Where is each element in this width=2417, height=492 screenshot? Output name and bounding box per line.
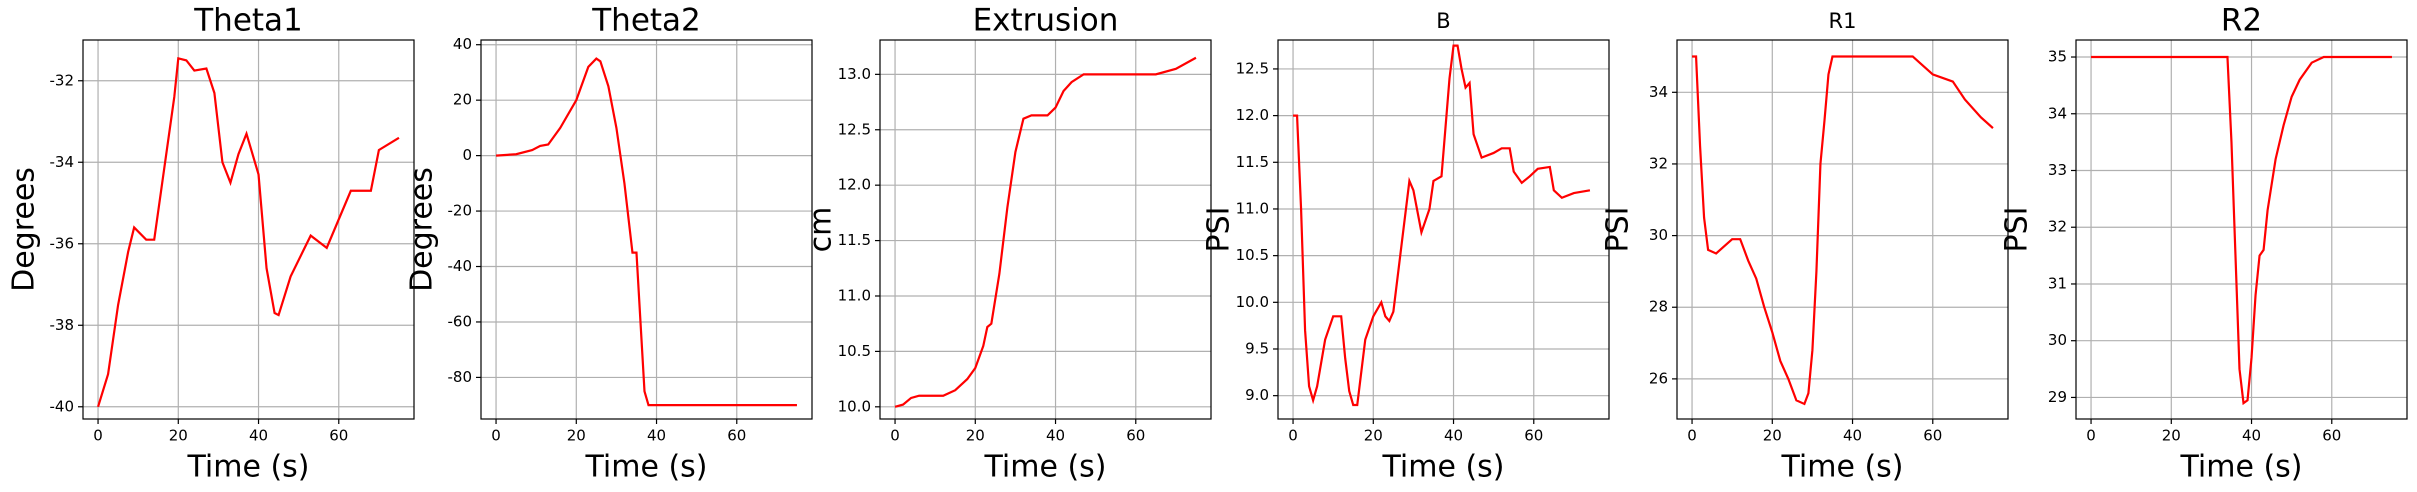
y-tick-label: 31 <box>2048 274 2067 292</box>
y-tick-label: 11.5 <box>838 231 871 249</box>
x-tick-label: 60 <box>727 427 746 445</box>
chart-title: B <box>1436 9 1450 33</box>
x-axis-label: Time (s) <box>1382 450 1505 485</box>
y-tick-label: 34 <box>2048 104 2067 122</box>
axes-frame <box>480 39 813 420</box>
x-tick-label: 60 <box>329 427 348 445</box>
x-tick-label: 0 <box>1288 427 1298 445</box>
x-tick-label: 60 <box>2322 427 2341 445</box>
axes-frame <box>1277 39 1610 420</box>
x-tick-label: 60 <box>1126 427 1145 445</box>
x-tick-label: 0 <box>890 427 900 445</box>
x-tick-label: 20 <box>1364 427 1383 445</box>
x-tick-label: 0 <box>2086 427 2096 445</box>
x-tick-label: 20 <box>966 427 985 445</box>
y-tick-label: 10.0 <box>838 397 871 415</box>
data-line <box>2091 55 2392 406</box>
chart-title: Extrusion <box>973 3 1119 39</box>
x-axis-label: Time (s) <box>1781 450 1904 485</box>
data-line <box>96 56 400 408</box>
chart-title: Theta1 <box>193 3 303 39</box>
y-axis-label: PSI <box>1202 207 1237 253</box>
y-axis-label: PSI <box>1601 207 1636 253</box>
y-axis-label: cm <box>804 207 839 253</box>
data-line <box>1692 55 1994 406</box>
y-tick-label: -40 <box>50 397 75 415</box>
y-tick-label: 12.5 <box>1236 59 1269 77</box>
axes-frame <box>2075 39 2408 420</box>
y-axis-label: PSI <box>2000 207 2035 253</box>
y-tick-label: 20 <box>453 91 472 109</box>
y-tick-label: -80 <box>448 368 473 386</box>
y-tick-label: 9.0 <box>1245 386 1269 404</box>
y-tick-label: 11.0 <box>838 286 871 304</box>
y-tick-label: -40 <box>448 257 473 275</box>
y-axis-label: Degrees <box>7 167 42 292</box>
y-tick-label: 32 <box>2048 218 2067 236</box>
x-tick-label: 40 <box>2242 427 2261 445</box>
data-line <box>495 57 797 407</box>
y-tick-label: -36 <box>50 234 75 252</box>
y-tick-label: 12.0 <box>838 176 871 194</box>
x-tick-label: 0 <box>93 427 103 445</box>
x-tick-label: 40 <box>1444 427 1463 445</box>
y-tick-label: 11.5 <box>1236 153 1269 171</box>
y-tick-label: 28 <box>1649 298 1668 316</box>
x-tick-label: 40 <box>1046 427 1065 445</box>
x-tick-label: 20 <box>2162 427 2181 445</box>
data-line <box>1293 44 1591 407</box>
y-tick-label: 13.0 <box>838 65 871 83</box>
y-tick-label: 12.0 <box>1236 106 1269 124</box>
y-tick-label: -32 <box>50 71 75 89</box>
x-tick-label: 40 <box>647 427 666 445</box>
y-tick-label: 10.5 <box>1236 246 1269 264</box>
y-tick-label: -38 <box>50 316 75 334</box>
axes-frame <box>1676 39 2009 420</box>
x-axis-label: Time (s) <box>2180 450 2303 485</box>
y-tick-label: -20 <box>448 202 473 220</box>
y-tick-label: 0 <box>462 146 472 164</box>
y-tick-label: 32 <box>1649 154 1668 172</box>
y-tick-label: 34 <box>1649 83 1668 101</box>
y-tick-label: 35 <box>2048 48 2067 66</box>
y-tick-label: 12.5 <box>838 120 871 138</box>
y-tick-label: 9.5 <box>1245 339 1269 357</box>
y-tick-label: -34 <box>50 153 75 171</box>
x-tick-label: 40 <box>249 427 268 445</box>
x-axis-label: Time (s) <box>187 450 310 485</box>
axes-frame <box>879 39 1212 420</box>
x-tick-label: 0 <box>1687 427 1697 445</box>
y-tick-label: 26 <box>1649 369 1668 387</box>
x-tick-label: 0 <box>491 427 501 445</box>
y-axis-label: Degrees <box>405 167 440 292</box>
y-tick-label: 30 <box>2048 331 2067 349</box>
x-tick-label: 40 <box>1843 427 1862 445</box>
chart-title: Theta2 <box>591 3 701 39</box>
x-axis-label: Time (s) <box>585 450 708 485</box>
x-axis-label: Time (s) <box>984 450 1107 485</box>
y-tick-label: -60 <box>448 312 473 330</box>
y-tick-label: 33 <box>2048 161 2067 179</box>
y-tick-label: 30 <box>1649 226 1668 244</box>
x-tick-label: 20 <box>1763 427 1782 445</box>
y-tick-label: 11.0 <box>1236 199 1269 217</box>
data-line <box>894 56 1197 408</box>
chart-title: R2 <box>2221 3 2262 39</box>
x-tick-label: 60 <box>1923 427 1942 445</box>
y-tick-label: 10.0 <box>1236 293 1269 311</box>
x-tick-label: 60 <box>1524 427 1543 445</box>
x-tick-label: 20 <box>169 427 188 445</box>
chart-title: R1 <box>1829 9 1857 33</box>
y-tick-label: 10.5 <box>838 342 871 360</box>
x-tick-label: 20 <box>567 427 586 445</box>
axes-frame <box>82 39 415 420</box>
y-tick-label: 40 <box>453 35 472 53</box>
y-tick-label: 29 <box>2048 388 2067 406</box>
